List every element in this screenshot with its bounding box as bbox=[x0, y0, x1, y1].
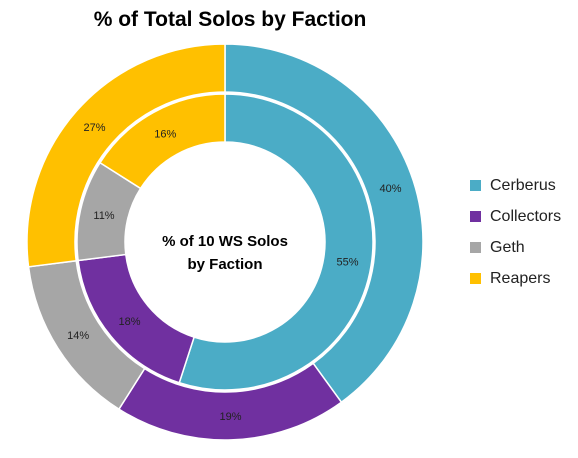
inner-label-geth: 11% bbox=[93, 210, 114, 222]
center-label-line-2: by Faction bbox=[187, 256, 262, 273]
legend-swatch bbox=[470, 242, 481, 253]
chart-title: % of Total Solos by Faction bbox=[93, 8, 367, 31]
legend-item-geth: Geth bbox=[470, 232, 561, 263]
legend-label: Collectors bbox=[490, 207, 562, 225]
outer-ring bbox=[26, 43, 424, 441]
outer-label-collectors: 19% bbox=[219, 411, 241, 423]
inner-slice-reapers bbox=[99, 93, 226, 190]
legend-label: Reapers bbox=[490, 269, 551, 287]
legend-swatch bbox=[470, 180, 481, 191]
center-label-line-1: % of 10 WS Solos bbox=[162, 233, 288, 250]
outer-slice-cerberus bbox=[224, 43, 424, 404]
inner-label-cerberus: 55% bbox=[336, 256, 358, 268]
outer-label-reapers: 27% bbox=[83, 122, 105, 134]
inner-ring bbox=[76, 93, 374, 391]
legend-swatch bbox=[470, 211, 481, 222]
slice-labels: 40% 19% 14% 27% 55% 18% 11% 16% bbox=[67, 122, 402, 423]
inner-label-collectors: 18% bbox=[118, 316, 140, 328]
inner-label-reapers: 16% bbox=[154, 128, 176, 140]
legend-label: Geth bbox=[490, 238, 525, 256]
legend-label: Cerberus bbox=[490, 176, 556, 194]
legend-item-reapers: Reapers bbox=[470, 263, 561, 294]
outer-label-cerberus: 40% bbox=[379, 183, 401, 195]
legend-swatch bbox=[470, 273, 481, 284]
outer-label-geth: 14% bbox=[67, 330, 89, 342]
legend-item-cerberus: Cerberus bbox=[470, 170, 561, 201]
inner-slice-cerberus bbox=[178, 93, 374, 391]
legend: Cerberus Collectors Geth Reapers bbox=[470, 170, 561, 294]
outer-slice-reapers bbox=[26, 43, 226, 268]
legend-item-collectors: Collectors bbox=[470, 201, 561, 232]
